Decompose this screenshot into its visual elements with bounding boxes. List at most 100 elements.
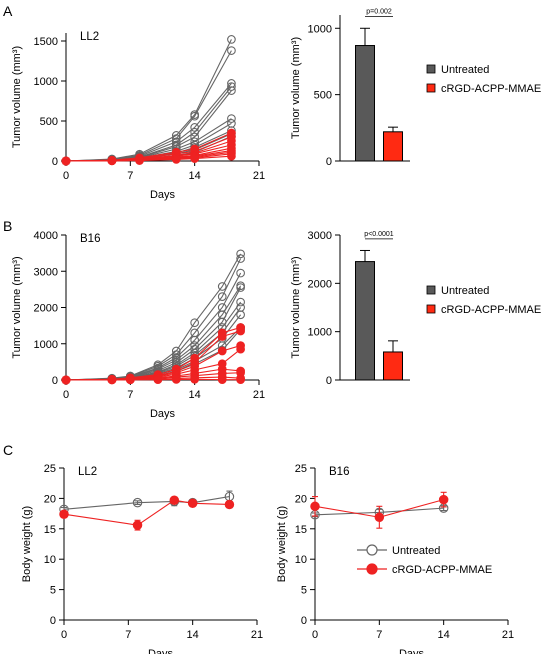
- untreated-series-line: [65, 328, 242, 381]
- y-axis-label: Tumor volume (mm³): [11, 256, 23, 358]
- treated-data-point: [190, 154, 200, 163]
- panel-letter-a: A: [3, 3, 13, 19]
- y-tick-label: 0: [52, 375, 58, 387]
- y-axis-label: Body weight (g): [21, 506, 33, 582]
- y-tick-label: 5: [301, 585, 307, 597]
- bar-treated: [383, 351, 403, 381]
- treated-data-point: [153, 375, 163, 384]
- y-tick-label: 1500: [34, 36, 58, 48]
- bar-untreated: [355, 261, 375, 381]
- legend-b-treated-swatch: [426, 304, 436, 314]
- x-axis-label: Days: [150, 408, 176, 420]
- y-tick-label: 2000: [34, 303, 58, 315]
- y-tick-label: 0: [301, 615, 307, 627]
- y-tick-label: 15: [295, 524, 307, 536]
- panel-b-bar-chart: 0 1000 2000 3000 Tumor volume (mm³) p<0.0001: [290, 230, 410, 387]
- p-value-annotation: p<0.0001: [364, 231, 393, 238]
- treated-data-point: [217, 346, 227, 356]
- legend-a-untreated-label: Untreated: [441, 64, 489, 76]
- x-tick-label: 21: [253, 170, 265, 182]
- panel-subtitle: B16: [80, 233, 100, 245]
- treated-data-point: [169, 495, 180, 505]
- treated-data-point: [171, 155, 181, 164]
- x-tick-label: 0: [63, 389, 69, 401]
- untreated-data-point: [236, 268, 245, 278]
- legend-c-treated-marker: [366, 563, 378, 575]
- untreated-data-point: [217, 292, 227, 301]
- y-tick-label: 0: [326, 375, 332, 387]
- untreated-data-point: [227, 82, 236, 91]
- y-axis-label: Tumor volume (mm³): [11, 46, 23, 148]
- treated-data-point: [107, 156, 117, 166]
- treated-data-point: [125, 375, 135, 385]
- panel-subtitle: B16: [329, 466, 349, 478]
- panel-subtitle: LL2: [78, 466, 97, 478]
- y-tick-label: 4000: [34, 230, 58, 242]
- untreated-series-line: [63, 496, 230, 510]
- y-tick-label: 500: [40, 116, 58, 128]
- y-tick-label: 1000: [34, 339, 58, 351]
- treated-data-point: [438, 494, 449, 505]
- treated-data-point: [190, 374, 200, 384]
- untreated-data-point: [227, 46, 236, 55]
- panel-a-bar-chart: 0 500 1000 Tumor volume (mm³) p=0.002: [290, 9, 410, 168]
- y-tick-label: 0: [50, 615, 56, 627]
- y-tick-label: 500: [314, 90, 332, 102]
- treated-data-point: [61, 375, 71, 385]
- untreated-data-point: [227, 119, 236, 128]
- bar-treated: [383, 131, 403, 162]
- legend-a-treated-label: cRGD-ACPP-MMAE: [441, 83, 541, 95]
- treated-data-point: [224, 499, 235, 510]
- treated-data-point: [171, 375, 181, 384]
- panel-letter-b: B: [3, 218, 12, 234]
- treated-data-point: [61, 156, 71, 166]
- y-tick-label: 1000: [308, 23, 332, 35]
- y-tick-label: 2000: [308, 278, 332, 290]
- legend-b-treated-label: cRGD-ACPP-MMAE: [441, 304, 541, 316]
- untreated-data-point: [190, 111, 200, 121]
- x-axis-label: Days: [150, 189, 176, 201]
- x-tick-label: 0: [312, 629, 318, 641]
- untreated-data-point: [236, 297, 245, 307]
- untreated-data-point: [227, 86, 236, 95]
- y-tick-label: 3000: [308, 230, 332, 242]
- y-tick-label: 15: [44, 524, 56, 536]
- untreated-data-point: [217, 282, 227, 291]
- treated-data-point: [59, 509, 69, 519]
- untreated-series-line: [65, 258, 242, 381]
- x-axis-label: Days: [399, 648, 425, 654]
- legend-c-treated-label: cRGD-ACPP-MMAE: [392, 564, 492, 576]
- y-tick-label: 10: [295, 554, 307, 566]
- treated-data-point: [217, 375, 227, 384]
- y-tick-label: 0: [52, 156, 58, 168]
- y-tick-label: 1000: [34, 76, 58, 88]
- x-tick-label: 21: [253, 389, 265, 401]
- treated-series-line: [63, 499, 230, 526]
- treated-data-point: [135, 156, 144, 165]
- legend-c-untreated-marker: [366, 544, 378, 556]
- x-tick-label: 14: [189, 389, 201, 401]
- legend-c: Untreated cRGD-ACPP-MMAE: [357, 544, 492, 576]
- x-tick-label: 0: [63, 170, 69, 182]
- y-tick-label: 20: [44, 493, 56, 505]
- x-tick-label: 7: [376, 629, 382, 641]
- x-tick-label: 14: [438, 629, 450, 641]
- y-tick-label: 0: [326, 156, 332, 168]
- untreated-data-point: [236, 310, 245, 320]
- treated-data-point: [374, 512, 385, 522]
- x-tick-label: 7: [127, 389, 133, 401]
- panel-letter-c: C: [3, 442, 13, 458]
- panel-subtitle: LL2: [80, 31, 99, 43]
- treated-series-line: [65, 155, 232, 162]
- treated-data-point: [236, 344, 245, 354]
- untreated-data-point: [132, 497, 143, 508]
- bar-untreated: [355, 45, 375, 162]
- y-tick-label: 3000: [34, 266, 58, 278]
- treated-data-point: [187, 498, 198, 509]
- panel-b-line-chart: 0 1000 2000 3000 4000 0 7 14 21 Days Tumor volume …: [11, 230, 265, 420]
- x-tick-label: 14: [187, 629, 199, 641]
- p-value-annotation: p=0.002: [366, 9, 392, 16]
- untreated-data-point: [190, 335, 200, 345]
- y-axis-label: Tumor volume (mm³): [290, 37, 302, 139]
- x-tick-label: 21: [251, 629, 263, 641]
